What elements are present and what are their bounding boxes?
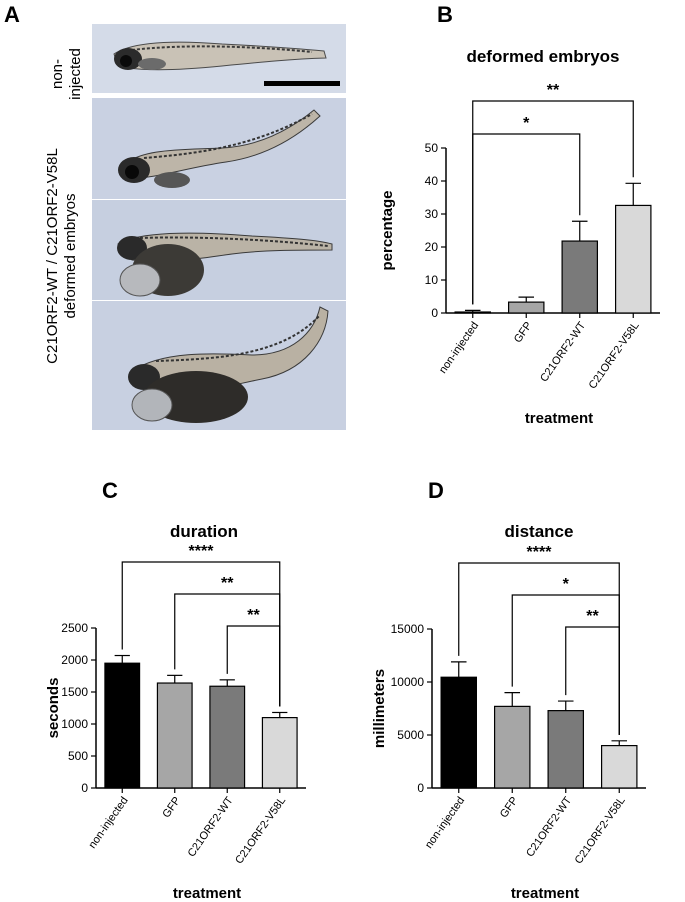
significance-label: ** [221,575,234,592]
y-tick-label: 2000 [61,653,88,667]
label-deformed-line2: deformed embryos [62,193,79,319]
bar [561,240,599,314]
x-tick-label: C21ORF2-WT [524,795,574,860]
chart-duration: duration 0 500 1000 1500 2000 2500 seconds non-i… [45,522,306,898]
significance-bracket [121,561,281,707]
significance-label: * [523,115,530,132]
x-tick-label: non-injected [423,795,467,851]
x-tick-label: C21ORF2-V58L [573,795,628,866]
x-tick-label: C21ORF2-WT [186,795,236,860]
embryo-photo-deformed-3 [92,301,346,430]
significance-bracket [472,100,634,305]
y-tick-label: 0 [417,781,424,795]
embryo-photo-deformed-2 [92,200,346,300]
panel-letter-a: A [4,2,20,27]
label-deformed-line1: C21ORF2-WT / C21ORF2-V58L [44,148,61,364]
label-non-injected: non- injected [49,29,85,119]
bar [261,717,298,789]
y-tick-label: 1500 [61,685,88,699]
y-axis-label: millimeters [371,669,388,748]
embryo-photo-non-injected [92,24,346,93]
panel-letter-b: B [437,2,453,27]
y-tick-label: 500 [68,749,88,763]
bar [600,745,638,789]
significance-label: ** [586,608,599,625]
y-tick-label: 0 [431,306,438,320]
bar [507,301,545,314]
y-tick-label: 15000 [391,622,425,636]
significance-label: ** [547,82,560,99]
significance-label: ** [247,607,260,624]
bar [156,682,193,789]
x-axis-label: treatment [173,885,241,898]
x-tick-label: C21ORF2-WT [538,320,588,385]
label-non-injected-line2: injected [67,48,84,100]
y-tick-label: 20 [425,240,439,254]
x-axis-label: treatment [525,410,593,427]
y-tick-label: 40 [425,174,439,188]
chart-title: deformed embryos [466,47,619,66]
bar [104,662,141,789]
chart-deformed-embryos: deformed embryos 0 10 20 30 40 50 percentage non… [379,47,660,427]
bar [614,204,652,314]
y-tick-label: 10 [425,273,439,287]
bar [440,676,478,789]
x-tick-label: C21ORF2-V58L [587,320,642,391]
y-tick-label: 10000 [391,675,425,689]
label-deformed-embryos: C21ORF2-WT / C21ORF2-V58L deformed embry… [44,116,84,396]
chart-title: duration [170,522,238,541]
x-tick-label: GFP [512,320,535,345]
bar [493,705,531,789]
significance-bracket [458,562,620,735]
x-tick-label: GFP [160,795,183,820]
y-axis-label: percentage [379,190,396,270]
y-tick-label: 0 [81,781,88,795]
bar [209,685,246,789]
bar [547,710,585,789]
y-tick-label: 2500 [61,621,88,635]
chart-title: distance [505,522,574,541]
y-tick-label: 50 [425,141,439,155]
label-non-injected-line1: non- [49,58,66,90]
x-tick-label: non-injected [86,795,130,851]
y-tick-label: 5000 [397,728,424,742]
y-axis-label: seconds [45,678,62,739]
y-tick-label: 30 [425,207,439,221]
x-tick-label: non-injected [437,320,481,376]
embryo-photo-deformed-1 [92,98,346,199]
x-tick-label: GFP [498,795,521,820]
chart-distance: distance 0 5000 10000 15000 millimeters non-in… [371,522,646,898]
x-tick-label: C21ORF2-V58L [233,795,288,866]
scale-bar [264,81,340,86]
y-tick-label: 1000 [61,717,88,731]
bar [454,311,492,314]
significance-label: * [563,576,570,593]
x-axis-label: treatment [511,885,579,898]
panel-letter-c: C [102,478,118,503]
panel-letter-d: D [428,478,444,503]
significance-label: **** [189,543,215,560]
significance-label: **** [527,544,553,561]
